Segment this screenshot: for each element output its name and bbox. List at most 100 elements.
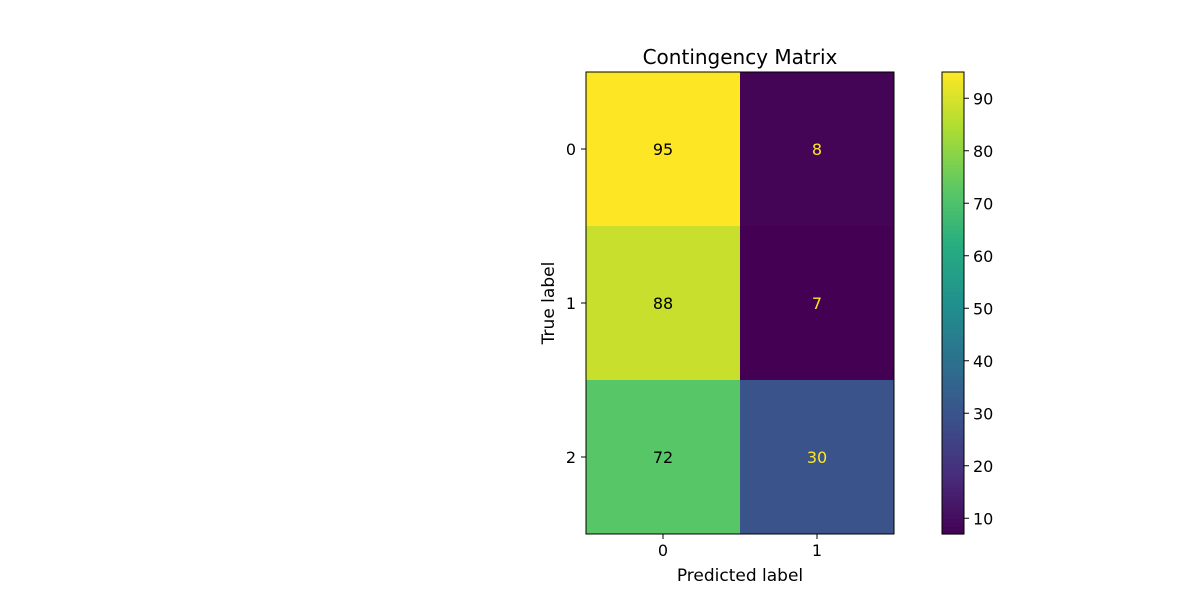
colorbar-segment [942, 291, 964, 296]
y-axis-label: True label [539, 262, 559, 346]
colorbar-segment [942, 364, 964, 370]
colorbar-segment [942, 499, 964, 504]
colorbar-segment [942, 391, 964, 396]
colorbar-segment [942, 75, 964, 81]
colorbar-segment [942, 383, 964, 389]
colorbar-segment [942, 283, 964, 289]
colorbar-segment [942, 480, 964, 485]
colorbar-segment [942, 222, 964, 227]
colorbar-tick-label: 50 [973, 299, 993, 318]
heatmap-cell-value: 88 [653, 294, 673, 313]
colorbar-segment [942, 91, 964, 96]
colorbar-tick-label: 60 [973, 247, 993, 266]
heatmap-cell [586, 380, 741, 535]
heatmap-cell [586, 72, 741, 227]
y-tick-label: 2 [566, 448, 576, 467]
colorbar-segment [942, 168, 964, 173]
colorbar-segment [942, 333, 964, 339]
x-tick-label: 0 [658, 541, 668, 560]
colorbar-tick-label: 10 [973, 509, 993, 528]
heatmap-cell [740, 226, 895, 381]
colorbar-segment [942, 279, 964, 285]
colorbar-segment [942, 183, 964, 189]
colorbar-segment [942, 102, 964, 108]
colorbar-segment [942, 356, 964, 362]
x-tick-label: 1 [812, 541, 822, 560]
colorbar-segment [942, 522, 964, 527]
colorbar-frame [941, 71, 965, 535]
heatmap-cell-value: 7 [812, 294, 822, 313]
colorbar-segment [942, 345, 964, 350]
colorbar-segment [942, 318, 964, 323]
colorbar-segment [942, 514, 964, 520]
colorbar-segment [942, 376, 964, 381]
colorbar-segment [942, 380, 964, 385]
colorbar-tick-label: 30 [973, 404, 993, 423]
colorbar-segment [942, 530, 964, 535]
colorbar-segment [942, 191, 964, 196]
colorbar [942, 72, 964, 535]
colorbar-segment [942, 145, 964, 150]
colorbar-segment [942, 341, 964, 346]
colorbar-segment [942, 441, 964, 447]
colorbar-segment [942, 141, 964, 146]
heatmap-cell [740, 380, 895, 535]
y-tick-label: 0 [566, 140, 576, 159]
colorbar-segment [942, 199, 964, 204]
chart-title: Contingency Matrix [643, 45, 838, 69]
colorbar-segment [942, 310, 964, 316]
colorbar-tick-label: 70 [973, 194, 993, 213]
heatmap-cell-value: 30 [807, 448, 827, 467]
colorbar-segment [942, 326, 964, 331]
colorbar-segment [942, 518, 964, 524]
colorbar-segment [942, 418, 964, 423]
colorbar-segment [942, 214, 964, 219]
colorbar-segment [942, 229, 964, 235]
colorbar-segment [942, 110, 964, 115]
colorbar-segment [942, 430, 964, 435]
colorbar-segment [942, 164, 964, 169]
colorbar-segment [942, 106, 964, 112]
colorbar-segment [942, 206, 964, 212]
colorbar-tick-label: 40 [973, 352, 993, 371]
colorbar-segment [942, 449, 964, 454]
colorbar-segment [942, 403, 964, 408]
colorbar-segment [942, 445, 964, 450]
colorbar-segment [942, 152, 964, 158]
colorbar-segment [942, 468, 964, 473]
colorbar-tick-label: 90 [973, 89, 993, 108]
heatmap-cell [586, 226, 741, 381]
colorbar-segment [942, 422, 964, 427]
colorbar-segment [942, 129, 964, 135]
colorbar-segment [942, 387, 964, 393]
colorbar-segment [942, 406, 964, 412]
colorbar-segment [942, 125, 964, 131]
colorbar-segment [942, 457, 964, 462]
colorbar-segment [942, 72, 964, 77]
colorbar-segment [942, 495, 964, 500]
colorbar-segment [942, 453, 964, 458]
colorbar-segment [942, 276, 964, 281]
colorbar-segment [942, 410, 964, 416]
colorbar-segment [942, 399, 964, 404]
colorbar-segment [942, 272, 964, 277]
colorbar-ticks: 10 20 30 40 50 60 70 80 90 [964, 89, 993, 528]
colorbar-segment [942, 87, 964, 92]
colorbar-segment [942, 202, 964, 208]
heatmap-cell-value: 8 [812, 140, 822, 159]
colorbar-segment [942, 464, 964, 470]
y-tick-label: 1 [566, 294, 576, 313]
colorbar-segment [942, 353, 964, 358]
colorbar-segment [942, 372, 964, 377]
colorbar-segment [942, 287, 964, 293]
colorbar-segment [942, 187, 964, 192]
heatmap-cell-value: 72 [653, 448, 673, 467]
colorbar-segment [942, 472, 964, 477]
colorbar-segment [942, 460, 964, 466]
colorbar-segment [942, 314, 964, 319]
colorbar-segment [942, 210, 964, 216]
colorbar-segment [942, 526, 964, 531]
colorbar-segment [942, 295, 964, 300]
colorbar-segment [942, 98, 964, 104]
